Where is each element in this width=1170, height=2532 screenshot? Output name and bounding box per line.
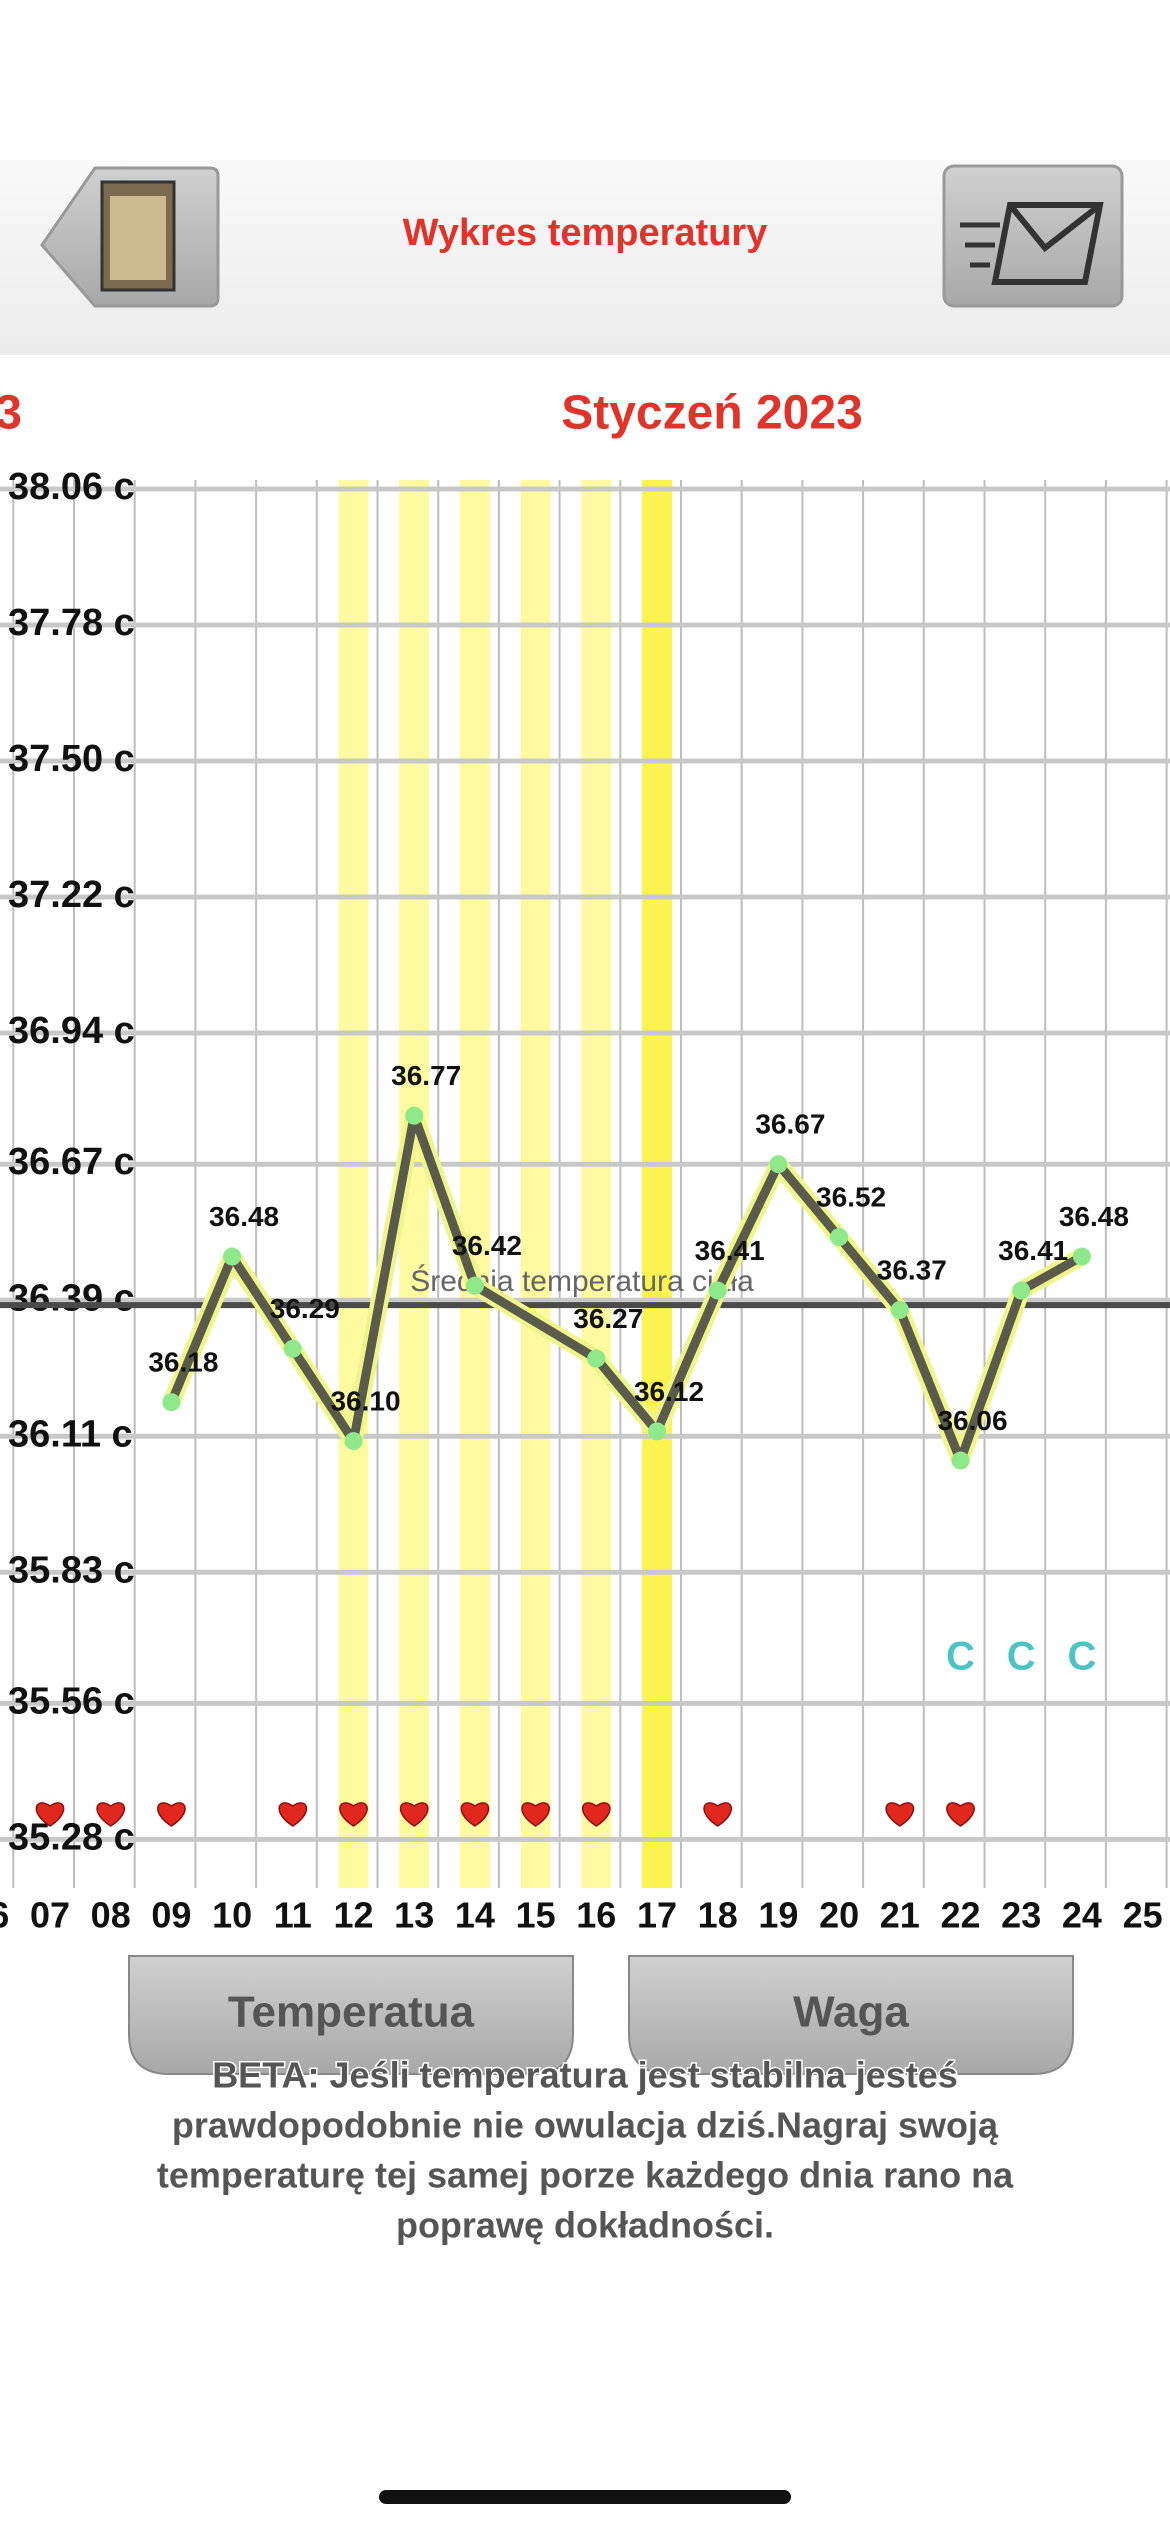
data-label: 36.12 bbox=[634, 1376, 704, 1407]
data-point bbox=[162, 1393, 181, 1412]
y-tick-label: 37.78 c bbox=[8, 602, 135, 644]
symptom-label: C bbox=[1007, 1635, 1036, 1679]
weight-tab[interactable]: Waga bbox=[628, 1955, 1074, 2075]
data-label: 36.10 bbox=[330, 1385, 400, 1416]
data-point bbox=[465, 1276, 484, 1295]
x-tick-label: 15 bbox=[516, 1895, 556, 1936]
y-tick-label: 36.11 c bbox=[8, 1413, 133, 1455]
x-tick-label: 11 bbox=[274, 1895, 312, 1936]
heart-icon bbox=[582, 1802, 611, 1827]
heart-icon bbox=[946, 1802, 975, 1827]
heart-icon bbox=[399, 1802, 429, 1827]
heart-icon bbox=[35, 1802, 65, 1827]
note-line: prawdopodobnie nie owulacja dziś.Nagraj … bbox=[172, 2105, 999, 2146]
note: BETA: Jeśli temperatura jest stabilna je… bbox=[155, 2053, 1015, 2247]
data-label: 36.27 bbox=[573, 1303, 643, 1334]
y-tick-label: 35.83 c bbox=[8, 1549, 135, 1591]
x-tick-label: 17 bbox=[637, 1895, 677, 1936]
x-tick-label: 16 bbox=[576, 1895, 616, 1936]
x-tick-label: 23 bbox=[1001, 1895, 1041, 1936]
data-point bbox=[769, 1155, 788, 1174]
tab-label[interactable]: Temperatua bbox=[228, 1988, 475, 2037]
chart: 38.06 c 37.78 c 37.50 c 37.22 c 36.94 c 36.67… bbox=[0, 466, 1170, 1936]
x-tick-label: 14 bbox=[455, 1895, 495, 1936]
highlight-band bbox=[581, 480, 612, 1888]
x-tick-label: 13 bbox=[394, 1895, 434, 1936]
heart-icon bbox=[278, 1802, 308, 1827]
data-point bbox=[405, 1106, 424, 1125]
heart-icon bbox=[96, 1802, 125, 1827]
data-label: 36.37 bbox=[877, 1254, 947, 1285]
y-tick-label: 36.39 c bbox=[8, 1277, 135, 1319]
data-point bbox=[1072, 1247, 1091, 1266]
data-point bbox=[223, 1247, 242, 1266]
symptom-label: C bbox=[946, 1635, 975, 1679]
heart-icon bbox=[460, 1802, 490, 1827]
heart-icon bbox=[157, 1802, 186, 1827]
data-label: 36.48 bbox=[209, 1201, 279, 1232]
data-label: 36.52 bbox=[816, 1181, 886, 1212]
x-tick-label: 12 bbox=[333, 1895, 373, 1936]
x-tick-label: 21 bbox=[880, 1895, 920, 1936]
data-label: 36.29 bbox=[270, 1293, 340, 1324]
data-label: 36.41 bbox=[998, 1235, 1068, 1266]
home-indicator bbox=[379, 2490, 791, 2504]
x-tick-label: 19 bbox=[758, 1895, 798, 1936]
month-title: Styczeń 2023 bbox=[561, 387, 863, 440]
data-point bbox=[283, 1339, 302, 1358]
heart-icon bbox=[885, 1802, 915, 1827]
data-point bbox=[890, 1300, 909, 1319]
x-tick-label: 22 bbox=[940, 1895, 980, 1936]
heart-icon bbox=[703, 1802, 732, 1827]
x-tick-label: 24 bbox=[1062, 1895, 1102, 1936]
data-point bbox=[648, 1422, 666, 1441]
symptom-label: C bbox=[1067, 1635, 1096, 1679]
note-line: BETA: Jeśli temperatura jest stabilna je… bbox=[212, 2055, 958, 2096]
data-point bbox=[951, 1451, 970, 1470]
data-label: 36.18 bbox=[148, 1347, 218, 1378]
highlight-band bbox=[520, 480, 551, 1888]
y-tick-label: 36.67 c bbox=[8, 1141, 135, 1183]
x-tick-label: 10 bbox=[212, 1895, 252, 1936]
highlight-band bbox=[338, 480, 369, 1888]
x-tick-label: 06 bbox=[0, 1895, 9, 1936]
data-point bbox=[708, 1281, 727, 1300]
data-label: 36.67 bbox=[755, 1109, 825, 1140]
data-label: 36.41 bbox=[695, 1235, 765, 1266]
x-tick-label: 18 bbox=[698, 1895, 738, 1936]
temperature-tab[interactable]: Temperatua bbox=[128, 1955, 574, 2075]
data-point bbox=[587, 1349, 606, 1368]
data-label: 36.48 bbox=[1059, 1201, 1129, 1232]
y-tick-label: 37.50 c bbox=[8, 738, 135, 780]
peak-band bbox=[642, 480, 672, 1888]
y-tick-label: 37.22 c bbox=[8, 874, 135, 916]
note-line: poprawę dokładności. bbox=[396, 2205, 774, 2246]
heart-icon bbox=[521, 1802, 550, 1827]
back-button[interactable] bbox=[40, 166, 220, 308]
x-tick-label: 25 bbox=[1123, 1895, 1163, 1936]
data-point bbox=[1012, 1281, 1031, 1300]
prev-month: 3 bbox=[0, 387, 22, 440]
tab-label[interactable]: Waga bbox=[793, 1988, 909, 2037]
mail-button[interactable] bbox=[942, 164, 1124, 308]
highlight-band bbox=[459, 480, 490, 1888]
data-point bbox=[344, 1432, 363, 1451]
data-label: 36.77 bbox=[391, 1060, 461, 1091]
note-line: temperaturę tej samej porze każdego dnia… bbox=[157, 2155, 1014, 2196]
data-label: 36.06 bbox=[937, 1405, 1007, 1436]
data-point bbox=[830, 1228, 849, 1247]
heart-icon bbox=[339, 1802, 368, 1827]
y-tick-label: 36.94 c bbox=[8, 1010, 135, 1052]
y-tick-label: 35.56 c bbox=[8, 1680, 135, 1722]
header-title: Wykres temperatury bbox=[403, 212, 768, 254]
x-tick-label: 20 bbox=[819, 1895, 859, 1936]
x-tick-label: 09 bbox=[151, 1895, 191, 1936]
data-label: 36.42 bbox=[452, 1230, 522, 1261]
y-tick-label: 38.06 c bbox=[8, 466, 135, 508]
x-tick-label: 07 bbox=[30, 1895, 70, 1936]
x-tick-label: 08 bbox=[91, 1895, 131, 1936]
